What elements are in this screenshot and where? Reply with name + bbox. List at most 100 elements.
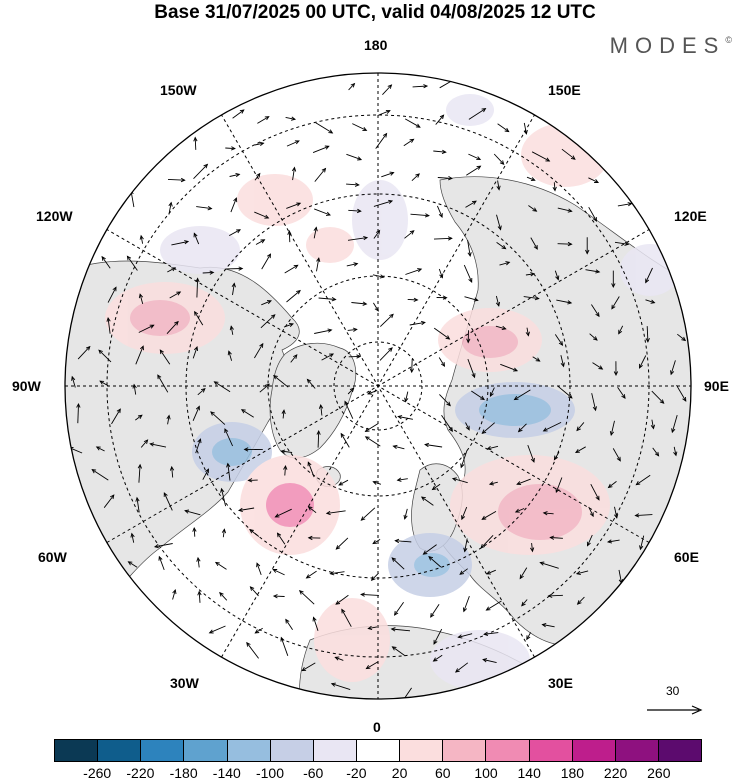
wind-vector: [400, 687, 412, 699]
wind-vector-head: [193, 346, 199, 352]
wind-vector: [171, 241, 189, 246]
wind-vector-head: [391, 646, 397, 651]
wind-vector-head: [530, 457, 535, 463]
wind-vector: [198, 591, 201, 603]
wind-vector-head: [291, 166, 297, 172]
wind-vector-head: [340, 432, 345, 438]
wind-vector: [273, 569, 285, 576]
wind-vector-head: [344, 400, 349, 406]
wind-vector: [393, 445, 405, 450]
wind-vector: [280, 637, 289, 656]
wind-vector-head: [387, 84, 393, 89]
wind-vector: [645, 267, 653, 283]
anomaly-pos-iberia: [314, 598, 390, 682]
wind-vector-head: [149, 324, 155, 329]
wind-vector: [618, 569, 622, 584]
wind-vector-head: [390, 627, 396, 632]
wind-vector: [128, 561, 138, 568]
wind-vector: [646, 326, 649, 342]
colorbar-ticks: -260 -220 -180 -140 -100 -60 -20 20 60 100 140 180 2…: [54, 765, 702, 783]
wind-vector-head: [496, 185, 501, 191]
wind-vector: [348, 83, 355, 91]
wind-vector: [368, 626, 378, 630]
wind-vector-head: [364, 436, 370, 441]
wind-vector-head: [229, 325, 234, 331]
wind-vector-head: [471, 200, 477, 205]
wind-vector: [614, 241, 629, 245]
scandinavia-land: [411, 463, 463, 552]
wind-vector-head: [570, 155, 576, 160]
wind-vector: [591, 393, 597, 411]
wind-vector: [224, 428, 234, 447]
wind-vector: [315, 122, 333, 134]
wind-vector: [197, 388, 206, 396]
wind-vector-head: [654, 451, 660, 457]
wind-vector-head: [174, 320, 179, 326]
wind-vector: [409, 321, 425, 326]
wind-vector-head: [171, 267, 177, 272]
wind-vector-head: [210, 411, 215, 416]
wind-vector-head: [274, 513, 280, 518]
wind-vector: [466, 165, 481, 176]
wind-vector: [365, 436, 381, 447]
wind-vector: [585, 269, 600, 273]
wind-vector: [516, 478, 531, 485]
wind-vector: [543, 512, 554, 515]
wind-vector-head: [335, 545, 341, 550]
wind-vector: [519, 567, 528, 579]
wind-vector: [202, 271, 214, 274]
colorbar-tick-label: -60: [303, 765, 324, 781]
wind-vector: [588, 206, 597, 222]
wind-vector: [553, 182, 556, 191]
wind-vector-head: [237, 507, 243, 513]
wind-vector-head: [521, 601, 526, 607]
wind-vector: [452, 478, 468, 484]
wind-vector-head: [196, 556, 201, 562]
wind-vector-head: [249, 528, 254, 534]
wind-vector: [489, 387, 495, 397]
wind-vector-head: [388, 199, 394, 204]
wind-vector: [285, 116, 296, 120]
colorbar-tick-label: 60: [435, 765, 451, 781]
colorbar-swatch: [443, 740, 487, 761]
wind-vector: [254, 343, 264, 359]
wind-vector: [425, 444, 443, 448]
wind-vector: [404, 118, 421, 128]
wind-vector: [308, 506, 317, 514]
wind-vector: [346, 263, 358, 267]
wind-vector-head: [542, 511, 548, 516]
wind-vector-head: [533, 244, 538, 250]
wind-vector-head: [446, 401, 451, 407]
wind-vector-head: [659, 399, 665, 404]
wind-vector-head: [639, 363, 643, 369]
wind-vector-head: [195, 405, 200, 411]
wind-vector-head: [290, 116, 297, 121]
wind-vector: [346, 153, 362, 161]
wind-vector: [222, 529, 225, 538]
wind-vector: [587, 534, 593, 546]
wind-vector: [523, 296, 539, 300]
wind-vector: [468, 153, 481, 160]
wind-vector: [301, 662, 316, 671]
wind-vector-head: [476, 156, 482, 161]
wind-vector: [373, 230, 380, 239]
wind-vector: [540, 562, 559, 569]
wind-vector: [138, 324, 154, 333]
wind-vector: [360, 507, 376, 521]
wind-vector-head: [193, 136, 198, 142]
wind-vector-head: [598, 365, 604, 370]
colorbar-tick-label: 140: [517, 765, 541, 781]
wind-vector-head: [448, 176, 453, 181]
wind-vector: [554, 270, 559, 280]
wind-vector-head: [283, 464, 288, 470]
wind-vector: [172, 589, 176, 600]
wind-vector-head: [650, 424, 656, 430]
wind-vector: [193, 527, 196, 537]
wind-vector-head: [239, 109, 245, 114]
wind-vector: [230, 197, 237, 213]
wind-vector-head: [461, 515, 466, 521]
wind-vector: [373, 200, 393, 207]
wind-vector-head: [483, 631, 489, 637]
wind-vector: [543, 421, 562, 432]
wind-vector-head: [471, 373, 476, 379]
